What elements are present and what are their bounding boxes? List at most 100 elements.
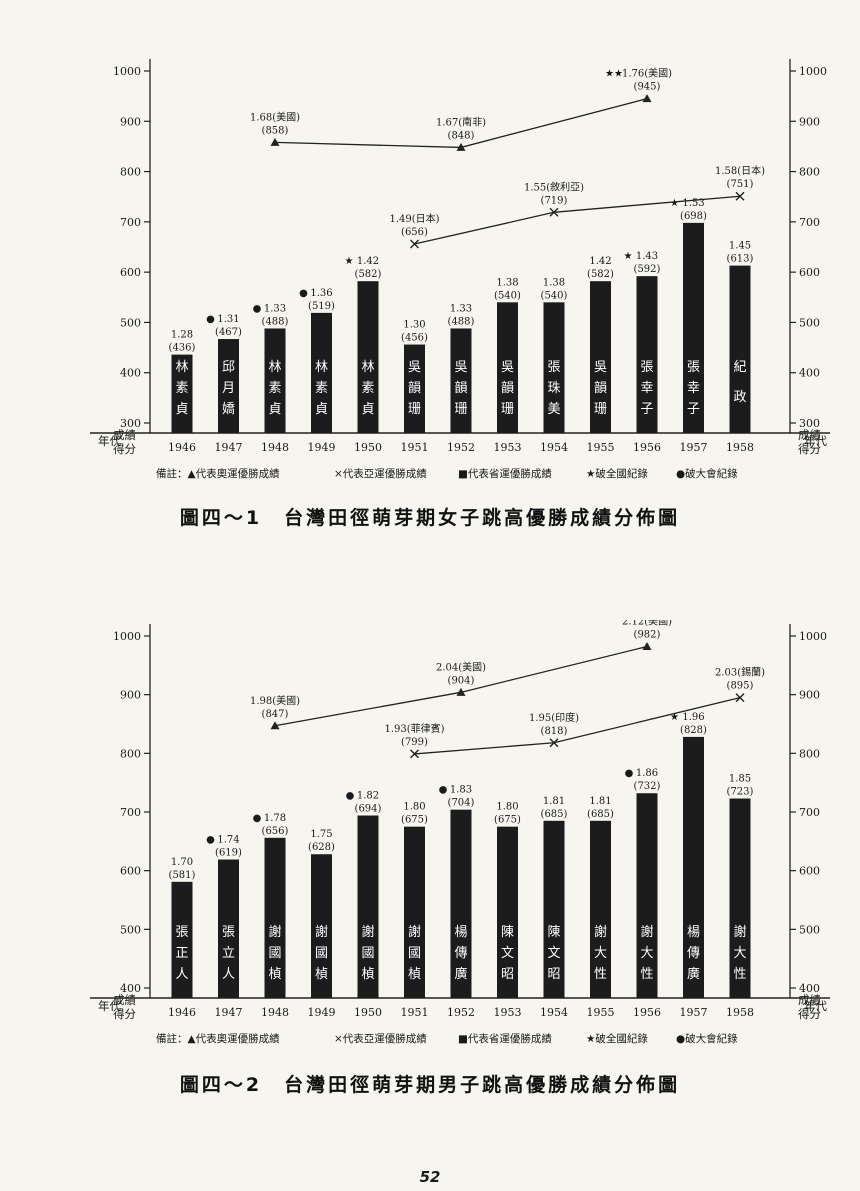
women-bar-mark-1958: 1.45 (729, 241, 751, 252)
women-athlete-1949: 林 (315, 360, 328, 375)
women-year-1950: 1950 (354, 441, 382, 454)
women-athlete-1946: 素 (175, 381, 188, 396)
women-bar-score-1951: (456) (401, 333, 428, 344)
women-olympic-score-1952: (848) (448, 130, 475, 141)
men-athlete-1954: 昭 (547, 967, 560, 982)
women-high-jump-chart: 1000 1000 900 900 800 800 700 700 600 600 500 500 40… (90, 59, 830, 480)
men-olympic-mark-1956: 2.12(美國) (622, 620, 672, 628)
men-olympic-mark-1948: 1.98(美國) (250, 694, 300, 707)
women-bar-1957 (683, 222, 704, 433)
men-athlete-1951: 楨 (408, 966, 421, 982)
women-score-label-left: 成績 (113, 428, 136, 442)
men-asian-point-1958 (735, 693, 745, 703)
men-bar-mark-1956: 1.86 (636, 768, 658, 779)
women-year-1952: 1952 (447, 441, 475, 454)
women-ytick-label-left: 700 (120, 216, 141, 229)
women-ytick-label-right: 900 (799, 115, 820, 128)
men-olympic-point-1956 (642, 642, 652, 651)
men-year-1955: 1955 (587, 1006, 615, 1019)
women-olympic-point-1948 (270, 137, 280, 146)
men-bar-1957 (683, 736, 704, 998)
men-asian-score-1954: (818) (541, 726, 568, 737)
women-athlete-1949: 素 (315, 381, 328, 396)
women-ytick-label-left: 600 (120, 266, 141, 279)
women-bar-mark-1953: 1.38 (496, 277, 518, 288)
women-athlete-1957: 子 (687, 402, 700, 417)
women-legend-olympic: 備註：▲代表奧運優勝成績 (156, 467, 280, 480)
men-legend-meet-record: ●破大會紀錄 (676, 1032, 738, 1045)
women-asian-score-1958: (751) (727, 179, 754, 190)
men-bar-score-1949: (628) (308, 842, 335, 853)
men-ytick-label-right: 600 (799, 865, 820, 878)
men-bar-score-1946: (581) (169, 870, 196, 881)
women-athlete-1952: 珊 (454, 402, 467, 417)
women-meet-record-1949: ● (299, 288, 308, 299)
women-bar-1955 (590, 281, 611, 433)
women-athlete-1951: 吳 (408, 360, 421, 375)
men-athlete-1956: 謝 (640, 925, 653, 940)
women-meet-record-1947: ● (206, 314, 215, 325)
men-year-1952: 1952 (447, 1006, 475, 1019)
men-athlete-1948: 謝 (268, 925, 281, 940)
men-bar-score-1952: (704) (448, 798, 475, 809)
women-bar-score-1948: (488) (262, 316, 289, 327)
women-athlete-1954: 美 (547, 402, 560, 417)
men-olympic-score-1952: (904) (448, 675, 475, 686)
men-ytick-label-right: 800 (799, 747, 820, 760)
men-ytick-label-right: 500 (799, 923, 820, 936)
women-ytick-label-right: 300 (799, 417, 820, 430)
women-asian-point-1951 (410, 239, 419, 249)
men-year-label-left: 年代 (98, 999, 121, 1013)
women-athlete-1956: 張 (640, 360, 653, 375)
women-bar-mark-1951: 1.30 (403, 320, 425, 331)
men-ytick-label-left: 600 (120, 865, 141, 878)
women-athlete-1947: 邱 (222, 360, 235, 375)
women-year-1956: 1956 (633, 441, 661, 454)
men-athlete-1955: 謝 (594, 925, 607, 940)
men-bar-1947 (218, 859, 239, 998)
women-athlete-1949: 貞 (315, 402, 328, 417)
women-olympic-mark-1952: 1.67(南非) (436, 115, 486, 128)
men-bar-mark-1957: 1.96 (682, 712, 704, 723)
men-bar-mark-1955: 1.81 (589, 796, 611, 807)
men-bar-score-1958: (723) (727, 787, 754, 798)
men-bar-1956 (636, 793, 658, 998)
men-athlete-1949: 謝 (315, 925, 328, 940)
men-bar-mark-1949: 1.75 (310, 829, 332, 840)
men-athlete-1951: 國 (408, 946, 421, 961)
men-athlete-1950: 國 (361, 946, 374, 961)
page-number: 52 (419, 1168, 441, 1186)
men-score-label-left: 得分 (113, 1007, 136, 1021)
women-bar-1954 (543, 302, 565, 433)
women-athlete-1952: 韻 (454, 380, 467, 396)
women-athlete-1955: 韻 (594, 380, 607, 396)
men-athlete-1946: 人 (175, 967, 188, 982)
men-legend-olympic: 備註：▲代表奧運優勝成績 (156, 1032, 280, 1045)
women-bar-1952 (450, 328, 472, 433)
men-year-1954: 1954 (540, 1006, 568, 1019)
women-athlete-1950: 素 (361, 381, 374, 396)
women-year-1949: 1949 (308, 441, 336, 454)
men-bar-score-1955: (685) (587, 809, 614, 820)
men-bar-score-1954: (685) (541, 809, 568, 820)
women-bar-mark-1948: 1.33 (264, 303, 286, 314)
men-athlete-1948: 國 (268, 946, 281, 961)
women-bar-mark-1956: 1.43 (636, 251, 658, 262)
men-athlete-1953: 文 (501, 946, 514, 961)
men-year-label-right: 年代 (804, 999, 827, 1013)
men-bar-1954 (543, 820, 565, 998)
men-asian-mark-1958: 2.03(錫蘭) (715, 666, 765, 679)
men-athlete-1957: 廣 (687, 967, 700, 982)
men-bar-mark-1947: 1.74 (217, 835, 239, 846)
men-high-jump-chart: 1000 1000 900 900 800 800 700 700 600 600 500 500 40… (90, 620, 830, 1045)
men-score-label-right: 得分 (798, 1007, 821, 1021)
men-year-1947: 1947 (215, 1006, 243, 1019)
women-bar-score-1956: (592) (634, 264, 661, 275)
women-athlete-1946: 林 (175, 360, 188, 375)
men-ytick-label-left: 800 (120, 747, 141, 760)
men-legend-asian: ×代表亞運優勝成績 (334, 1032, 427, 1045)
women-score-label-left: 得分 (113, 442, 136, 456)
women-bar-score-1957: (698) (680, 211, 707, 222)
men-meet-record-1947: ● (206, 835, 215, 846)
women-bar-1949 (311, 312, 332, 433)
